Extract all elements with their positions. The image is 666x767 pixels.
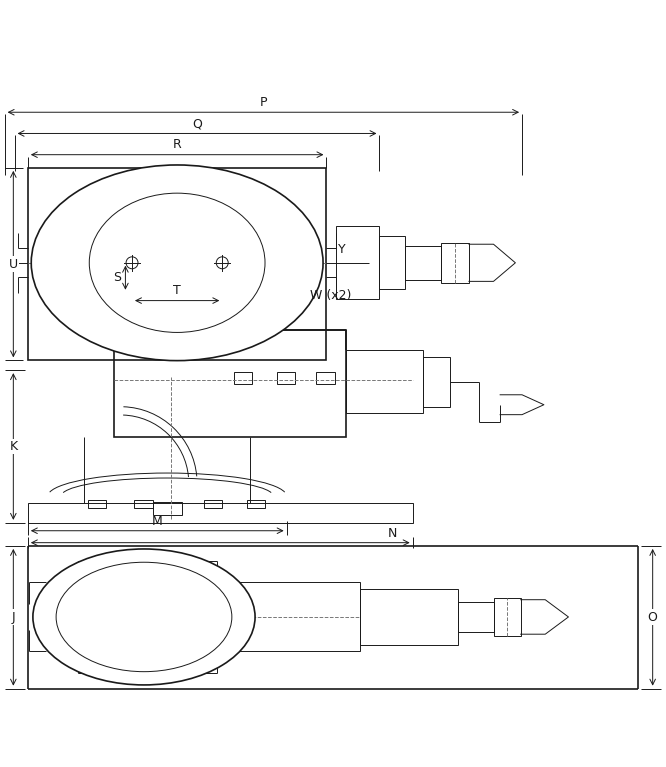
Bar	[276, 371, 295, 384]
Bar	[380, 236, 405, 289]
Bar	[204, 499, 222, 508]
Ellipse shape	[31, 165, 323, 360]
Bar	[458, 602, 494, 631]
Text: Q: Q	[192, 117, 202, 130]
Bar	[316, 371, 335, 384]
Text: Y: Y	[338, 243, 346, 256]
Bar	[180, 582, 360, 651]
Bar	[153, 502, 182, 515]
Bar	[441, 243, 469, 283]
Bar	[28, 503, 412, 523]
Text: J: J	[11, 611, 15, 624]
Text: P: P	[260, 96, 267, 109]
Bar	[346, 351, 422, 413]
Bar	[28, 168, 326, 360]
Bar	[405, 245, 441, 280]
Text: S: S	[113, 271, 121, 284]
Text: N: N	[388, 527, 398, 540]
Bar	[134, 499, 153, 508]
Text: U: U	[9, 258, 18, 271]
Text: K: K	[9, 440, 17, 453]
Text: O: O	[648, 611, 657, 624]
Bar	[422, 357, 450, 407]
Ellipse shape	[33, 549, 255, 685]
Bar	[247, 499, 265, 508]
Text: R: R	[172, 138, 182, 151]
Text: W (x2): W (x2)	[310, 289, 351, 301]
Text: T: T	[173, 285, 181, 298]
Bar	[360, 589, 458, 645]
Bar	[336, 226, 380, 299]
Bar	[494, 598, 521, 636]
Bar	[114, 331, 346, 436]
Bar	[88, 499, 106, 508]
Bar	[234, 371, 252, 384]
Text: M: M	[152, 515, 163, 528]
